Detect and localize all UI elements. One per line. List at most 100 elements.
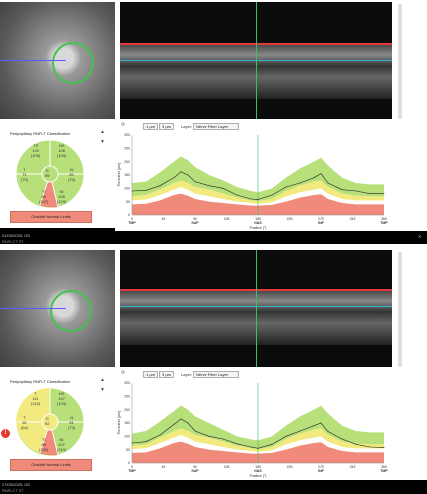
data-point (180, 171, 182, 173)
close-icon[interactable]: ✕ (418, 234, 422, 239)
y-tick-label: 200 (124, 160, 130, 164)
x-sector-label: TMP (380, 469, 388, 473)
x-tick-label: 180 (255, 465, 261, 469)
x-axis-label: Position [°] (250, 474, 267, 478)
data-point (271, 194, 273, 196)
data-point (173, 177, 175, 179)
data-point (250, 198, 252, 200)
data-point (222, 187, 224, 189)
status-sub: RNFLCT 3T (2, 239, 24, 244)
borderline-band (132, 428, 384, 452)
report-panel-1: Peripapillary RNFLT Classification TS 142… (0, 0, 427, 245)
x-tick-label: 90 (193, 217, 197, 221)
data-point (327, 182, 329, 184)
x-tick-label: 0 (131, 217, 133, 221)
data-point (313, 425, 315, 427)
layer-label: Layer: (181, 372, 193, 377)
settings-icon[interactable]: ▲ (100, 377, 105, 383)
oct-bscan[interactable] (120, 250, 392, 367)
oct-bscan[interactable] (120, 2, 392, 119)
x-sector-label: INF (318, 221, 325, 225)
scale-3um-button[interactable]: 3 µm (159, 123, 174, 130)
data-point (208, 435, 210, 437)
data-point (383, 193, 385, 195)
data-point (180, 418, 182, 420)
x-tick-label: 45 (162, 465, 166, 469)
layer-select[interactable]: Nerve Fiber Layer (193, 371, 239, 378)
data-point (320, 422, 322, 424)
right-scrollbar[interactable] (398, 4, 402, 119)
outside-band (132, 193, 384, 215)
data-point (341, 189, 343, 191)
x-tick-label: 270 (318, 217, 324, 221)
x-axis-label: Position [°] (250, 226, 267, 230)
fundus-image[interactable] (0, 250, 115, 367)
data-point (145, 441, 147, 443)
x-tick-label: 225 (287, 465, 293, 469)
scale-1um-button[interactable]: 1 µm (143, 123, 158, 130)
classification-chart: TS 142 (109) NS 106 (109) T 71 (70) G 99 N 82 (75… (5, 137, 95, 212)
x-tick-label: 0 (131, 465, 133, 469)
chart-toolbar: ⟳ 1 µm 3 µm Layer: Nerve Fiber Layer (121, 370, 381, 379)
sector-ts: TS 142 (109) (31, 143, 41, 158)
warning-icon[interactable]: ▼ (100, 139, 105, 145)
data-point (257, 199, 259, 200)
normal-band (132, 156, 384, 202)
sector-ti: TI 65 (147) (39, 189, 49, 204)
thickness-series-line (131, 171, 384, 200)
data-point (159, 434, 161, 436)
y-axis-label: Thickness [µm] (117, 411, 121, 435)
x-tick-label: 135 (224, 217, 230, 221)
alert-icon[interactable]: ! (1, 429, 10, 438)
outside-normal-limits: Outside Normal Limits (10, 211, 92, 223)
optic-disc (52, 42, 94, 84)
settings-icon[interactable]: ▲ (100, 129, 105, 135)
sector-ns: NS 106 (109) (57, 143, 67, 158)
refresh-icon[interactable]: ⟳ (121, 122, 126, 128)
data-point (250, 446, 252, 448)
y-tick-label: 250 (124, 147, 130, 151)
right-scrollbar[interactable] (398, 252, 402, 367)
x-tick-label: 315 (350, 465, 356, 469)
y-tick-label: 50 (126, 448, 130, 452)
cursor-line[interactable] (256, 250, 257, 367)
outside-band (132, 441, 384, 463)
y-tick-label: 50 (126, 200, 130, 204)
classification-chart: T 111 (118) NS 107 (103) T 60 (64) G 92 N 61 (73)… (5, 385, 95, 460)
cursor-line[interactable] (256, 2, 257, 119)
x-tick-label: 135 (224, 465, 230, 469)
y-tick-label: 0 (128, 461, 130, 465)
y-tick-label: 150 (124, 173, 130, 177)
x-tick-label: 90 (193, 465, 197, 469)
sector-ns: NS 107 (103) (57, 391, 67, 406)
scale-1um-button[interactable]: 1 µm (143, 371, 158, 378)
data-point (145, 190, 147, 191)
sector-n: N 61 (73) (68, 415, 76, 430)
sector-t: T 60 (64) (21, 415, 29, 430)
data-point (194, 430, 196, 432)
x-tick-label: 270 (318, 465, 324, 469)
outside-normal-limits: Outside Normal Limits (10, 459, 92, 471)
scan-line (0, 60, 66, 61)
data-point (299, 430, 301, 432)
status-sub: RNFLCT 3T (2, 488, 24, 493)
data-point (369, 446, 371, 448)
y-tick-label: 100 (124, 435, 130, 439)
fundus-image[interactable] (0, 2, 115, 119)
layer-select[interactable]: Nerve Fiber Layer (193, 123, 239, 130)
thickness-chart-1: 0 50 100 150 200 250 300 0 45 90 135 180 225 270 315 36… (116, 131, 391, 231)
x-tick-label: 45 (162, 217, 166, 221)
data-point (236, 443, 238, 445)
x-sector-label: SUP (191, 469, 199, 473)
sector-g: G 99 (45, 168, 50, 178)
thickness-series-line (131, 418, 385, 449)
data-point (383, 447, 385, 448)
x-tick-label: 315 (350, 217, 356, 221)
thickness-chart-2: 0 50 100 150 200 250 300 0 45 90 135 180 225 270 315 36… (116, 379, 391, 479)
y-tick-label: 300 (124, 381, 130, 385)
normal-band (132, 405, 384, 450)
scale-3um-button[interactable]: 3 µm (159, 371, 174, 378)
status-bar-1-right (0, 231, 427, 244)
refresh-icon[interactable]: ⟳ (121, 370, 126, 376)
warning-icon[interactable]: ▼ (100, 387, 105, 393)
